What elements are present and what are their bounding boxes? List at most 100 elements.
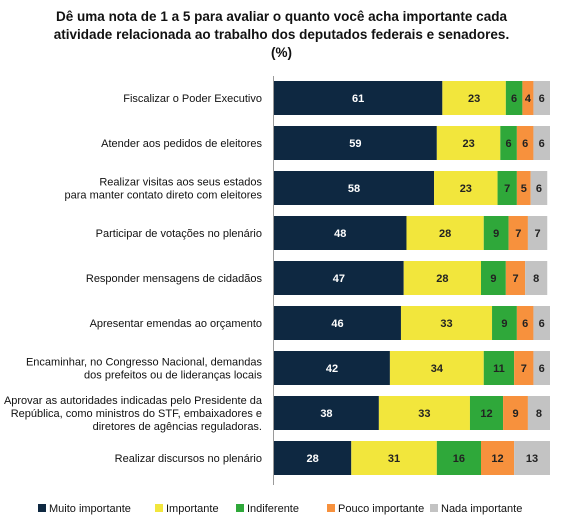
bar-segment [533, 351, 550, 385]
legend-swatch [155, 504, 163, 512]
bar-segment [527, 216, 548, 250]
category-label-line: para manter contato direto com eleitores [65, 190, 263, 202]
category-label-line: Atender aos pedidos de eleitores [101, 138, 262, 150]
bar-segment [527, 396, 550, 430]
category-label: Aprovar as autoridades indicadas pelo Pr… [4, 395, 263, 433]
bar-segment [483, 216, 509, 250]
data-label: 12 [480, 408, 492, 420]
legend-label: Muito importante [49, 503, 131, 515]
bar-segment [533, 81, 550, 115]
bar-segment [274, 261, 404, 295]
data-label: 5 [521, 183, 527, 195]
data-label: 13 [526, 453, 538, 465]
category-label: Apresentar emendas ao orçamento [90, 318, 262, 330]
bar-segment [274, 216, 407, 250]
data-label: 59 [349, 138, 361, 150]
bar-segment [274, 306, 401, 340]
category-label-line: Participar de votações no plenário [96, 228, 262, 240]
bar-segment [533, 126, 550, 160]
data-label: 46 [331, 318, 343, 330]
data-label: 6 [522, 138, 528, 150]
data-label: 33 [418, 408, 430, 420]
data-label: 4 [525, 93, 532, 105]
data-label: 16 [453, 453, 465, 465]
category-label-line: Aprovar as autoridades indicadas pelo Pr… [4, 395, 263, 407]
data-label: 7 [515, 228, 521, 240]
data-label: 12 [491, 453, 503, 465]
bar-segment [514, 441, 550, 475]
bar-segment [389, 351, 484, 385]
category-label: Encaminhar, no Congresso Nacional, deman… [26, 357, 263, 382]
legend-swatch [327, 504, 335, 512]
bar-segment [469, 396, 504, 430]
category-label-line: dos prefeitos ou de lideranças locais [84, 370, 262, 382]
data-label: 33 [440, 318, 452, 330]
category-label: Realizar discursos no plenário [115, 453, 262, 465]
chart-title: Dê uma nota de 1 a 5 para avaliar o quan… [0, 8, 563, 62]
data-label: 9 [501, 318, 507, 330]
data-label: 42 [326, 363, 338, 375]
category-labels: Fiscalizar o Poder Executivo Atender aos … [4, 93, 263, 465]
data-label: 7 [535, 228, 541, 240]
category-label-line: Realizar visitas aos seus estados [99, 177, 262, 189]
bar-segment [522, 81, 534, 115]
chart-title-line-2: atividade relacionada ao trabalho dos de… [53, 27, 510, 42]
bar-segment [406, 216, 484, 250]
bar-segment [481, 261, 506, 295]
bar-segment [530, 171, 548, 205]
data-label: 7 [512, 273, 518, 285]
data-label: 7 [521, 363, 527, 375]
bar-segment [505, 81, 523, 115]
data-label: 6 [539, 363, 545, 375]
chart-title-line-3: (%) [271, 45, 292, 60]
data-label: 9 [490, 273, 496, 285]
category-label: Fiscalizar o Poder Executivo [123, 93, 262, 105]
legend-label: Indiferente [247, 503, 299, 515]
bar-segment [274, 81, 443, 115]
data-label: 11 [493, 363, 505, 375]
bar-segment [436, 126, 501, 160]
bar-segment [508, 216, 528, 250]
data-label: 58 [348, 183, 360, 195]
bar-segment [403, 261, 481, 295]
bar-segment [274, 396, 379, 430]
bar-segment [483, 351, 515, 385]
category-label-line: República, como ministros do STF, embaix… [11, 408, 262, 420]
data-label: 9 [493, 228, 499, 240]
bars-group: 61 23 6 4 659 23 6 6 658 23 7 5 648 28 9 7 747 28 9 7 846 33 9… [274, 81, 550, 475]
bar-segment [514, 351, 534, 385]
data-label: 6 [536, 183, 542, 195]
data-label: 47 [333, 273, 345, 285]
bar-segment [400, 306, 493, 340]
bar-segment [378, 396, 470, 430]
data-label: 38 [320, 408, 332, 420]
category-label: Responder mensagens de cidadãos [86, 273, 263, 285]
category-label-line: Fiscalizar o Poder Executivo [123, 93, 262, 105]
legend-swatch [430, 504, 438, 512]
data-label: 6 [539, 138, 545, 150]
data-label: 7 [504, 183, 510, 195]
bar-segment [492, 306, 517, 340]
category-label: Atender aos pedidos de eleitores [101, 138, 262, 150]
legend: Muito importante Importante Indiferente Pou… [38, 503, 522, 515]
legend-label: Nada importante [441, 503, 522, 515]
data-label: 6 [539, 93, 545, 105]
bar-segment [516, 171, 531, 205]
bar-segment [274, 171, 435, 205]
data-label: 8 [533, 273, 539, 285]
data-label: 9 [512, 408, 518, 420]
legend-label: Pouco importante [338, 503, 424, 515]
data-label: 28 [307, 453, 319, 465]
bar-segment [505, 261, 526, 295]
legend-swatch [38, 504, 46, 512]
bar-segment [516, 306, 534, 340]
bar-segment [442, 81, 506, 115]
bar-segment [525, 261, 548, 295]
chart-title-line-1: Dê uma nota de 1 a 5 para avaliar o quan… [56, 9, 507, 24]
data-label: 28 [436, 273, 448, 285]
data-label: 23 [460, 183, 472, 195]
category-label-line: Responder mensagens de cidadãos [86, 273, 263, 285]
bar-segment [274, 126, 437, 160]
bar-segment [497, 171, 517, 205]
